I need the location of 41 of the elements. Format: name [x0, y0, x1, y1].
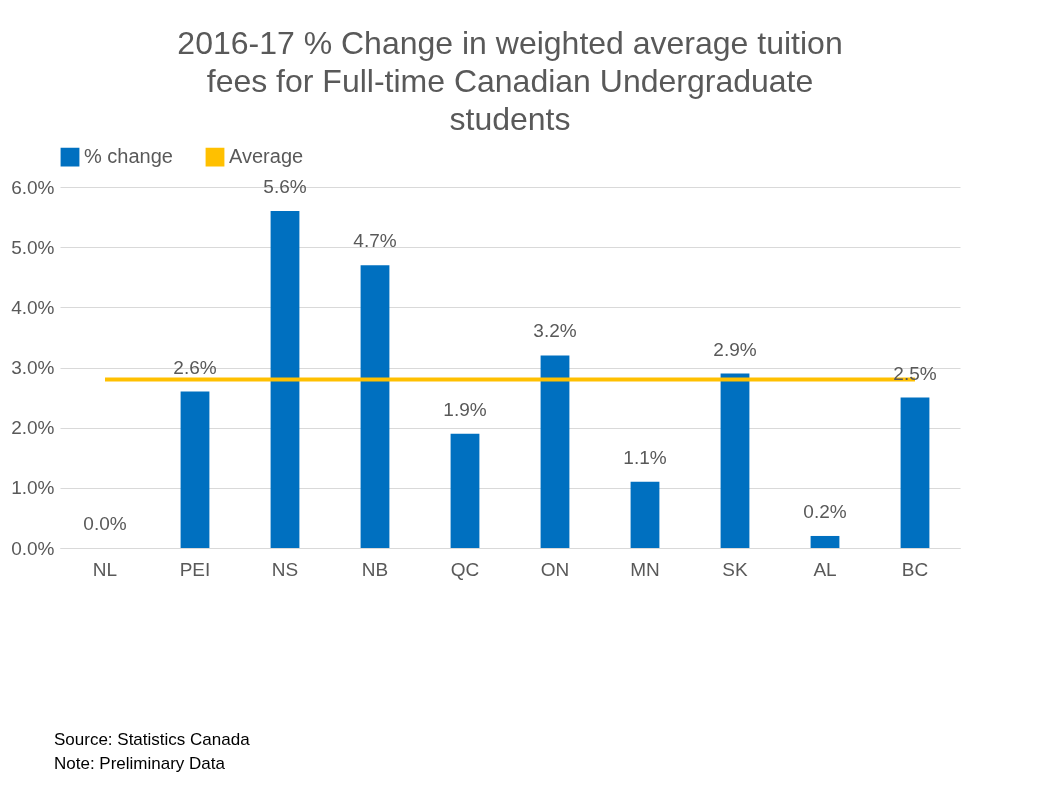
source-note: Source: Statistics Canada: [54, 729, 250, 751]
bar: [180, 391, 210, 548]
data-label: 0.0%: [83, 513, 127, 534]
y-tick-label: 1.0%: [11, 477, 55, 499]
x-tick-label: SK: [722, 558, 748, 580]
text: Note: Preliminary Data: [54, 753, 226, 775]
data-label: 5.6%: [263, 176, 307, 198]
x-tick-label: ON: [540, 558, 570, 580]
y-tick-label: 2.0%: [11, 417, 55, 439]
chart-title: 2016-17 % Change in weighted average tuition fees for Full-time Canadian Undergraduate students: [177, 25, 843, 137]
legend-label: % change: [84, 145, 173, 168]
x-tick-label: PEI: [179, 558, 211, 580]
y-tick-label: 3.0%: [11, 357, 55, 378]
bar: [360, 265, 390, 548]
y-tick-label: 4.0%: [11, 296, 55, 318]
y-tick-label: 6.0%: [11, 176, 55, 198]
x-tick-label: NL: [92, 558, 118, 580]
data-label: 1.9%: [443, 398, 487, 420]
x-tick-label: BC: [901, 558, 929, 580]
bar: [540, 355, 570, 548]
data-label: 2.6%: [173, 356, 217, 378]
bar: [810, 535, 840, 548]
data-label: 2.9%: [713, 338, 757, 360]
x-tick-label: NB: [361, 558, 389, 580]
y-tick-label: 0.0%: [11, 537, 55, 559]
x-tick-label: AL: [813, 558, 837, 580]
bar: [270, 211, 300, 548]
bar: [450, 433, 480, 548]
data-label: 3.2%: [533, 320, 577, 342]
data-label: 2.5%: [893, 362, 937, 384]
data-label: 1.1%: [623, 446, 667, 468]
y-tick-label: 5.0%: [11, 236, 55, 258]
bar: [720, 373, 750, 548]
legend-label: Average: [229, 145, 304, 168]
data-label: 0.2%: [803, 500, 847, 522]
x-tick-label: QC: [450, 558, 480, 580]
x-tick-label: NS: [271, 558, 299, 580]
bar: [630, 481, 660, 548]
bar: [900, 397, 930, 548]
data-label: 4.7%: [353, 230, 397, 252]
x-tick-label: MN: [630, 558, 660, 580]
